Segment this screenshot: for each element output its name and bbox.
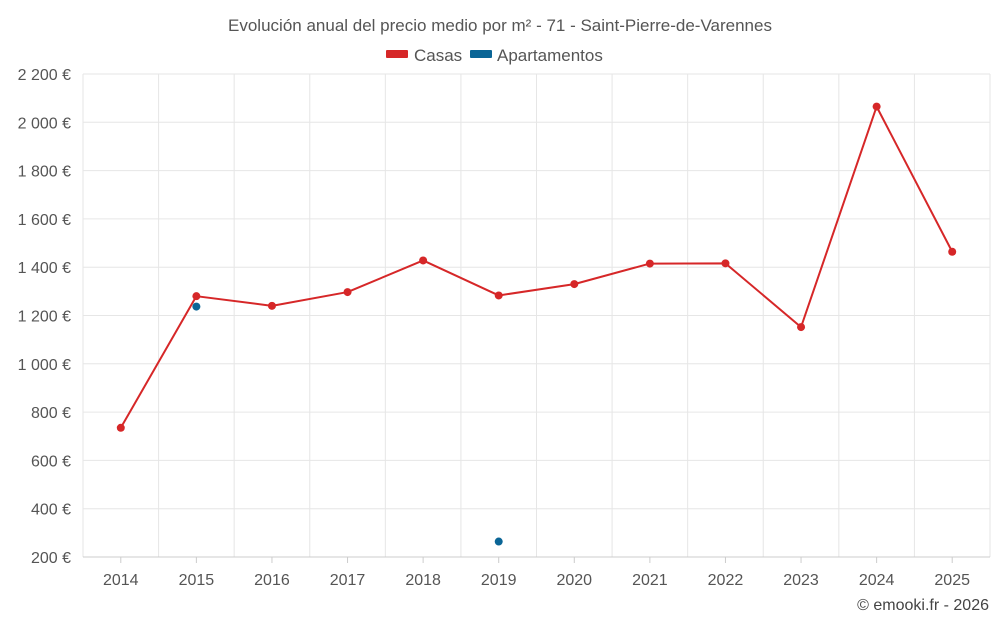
- series-layer: [116, 102, 957, 546]
- x-tick-label: 2016: [254, 572, 290, 589]
- data-point-casas[interactable]: [116, 423, 125, 432]
- series-casas: [116, 102, 957, 432]
- data-point-casas[interactable]: [192, 292, 201, 301]
- x-tick-label: 2015: [179, 572, 215, 589]
- data-point-casas[interactable]: [645, 259, 654, 268]
- y-tick-label: 1 600 €: [18, 212, 71, 229]
- data-point-casas[interactable]: [797, 323, 806, 332]
- data-point-casas[interactable]: [948, 247, 957, 256]
- credit-text[interactable]: © emooki.fr - 2026: [857, 597, 989, 614]
- y-tick-label: 400 €: [31, 502, 71, 519]
- x-tick-label: 2017: [330, 572, 366, 589]
- y-tick-label: 1 200 €: [18, 309, 71, 326]
- y-tick-label: 800 €: [31, 405, 71, 422]
- data-point-casas[interactable]: [419, 256, 428, 265]
- legend-swatch-apartamentos[interactable]: [470, 50, 492, 58]
- x-tick-label: 2020: [556, 572, 592, 589]
- x-tick-label: 2018: [405, 572, 441, 589]
- x-axis: 2014 2015 2016 2017 2018 2019 2020 2021 2022 2023…: [103, 557, 970, 589]
- chart-legend: Casas Apartamentos: [386, 46, 603, 65]
- data-point-casas[interactable]: [494, 291, 503, 300]
- y-tick-label: 2 200 €: [18, 67, 71, 84]
- data-point-casas[interactable]: [267, 301, 276, 310]
- x-tick-label: 2021: [632, 572, 668, 589]
- x-tick-label: 2023: [783, 572, 819, 589]
- x-tick-label: 2025: [934, 572, 970, 589]
- x-tick-label: 2014: [103, 572, 139, 589]
- grid-lines: [82, 73, 991, 558]
- y-tick-label: 600 €: [31, 453, 71, 470]
- data-point-casas[interactable]: [872, 102, 881, 111]
- y-tick-label: 1 400 €: [18, 260, 71, 277]
- x-tick-label: 2022: [708, 572, 744, 589]
- y-axis: 2 200 € 2 000 € 1 800 € 1 600 € 1 400 € 1 200…: [18, 67, 71, 567]
- y-tick-label: 2 000 €: [18, 115, 71, 132]
- data-point-apartamentos[interactable]: [192, 302, 201, 311]
- series-apartamentos: [192, 302, 503, 546]
- legend-swatch-casas[interactable]: [386, 50, 408, 58]
- data-point-casas[interactable]: [343, 288, 352, 297]
- data-point-apartamentos[interactable]: [494, 537, 503, 546]
- y-tick-label: 200 €: [31, 550, 71, 567]
- legend-label-casas[interactable]: Casas: [414, 46, 462, 65]
- chart-title: Evolución anual del precio medio por m² …: [228, 16, 772, 35]
- data-point-casas[interactable]: [721, 259, 730, 268]
- legend-label-apartamentos[interactable]: Apartamentos: [497, 46, 603, 65]
- series-line-casas: [119, 105, 954, 429]
- data-point-casas[interactable]: [570, 280, 579, 289]
- x-tick-label: 2024: [859, 572, 895, 589]
- y-tick-label: 1 800 €: [18, 164, 71, 181]
- x-tick-label: 2019: [481, 572, 517, 589]
- y-tick-label: 1 000 €: [18, 357, 71, 374]
